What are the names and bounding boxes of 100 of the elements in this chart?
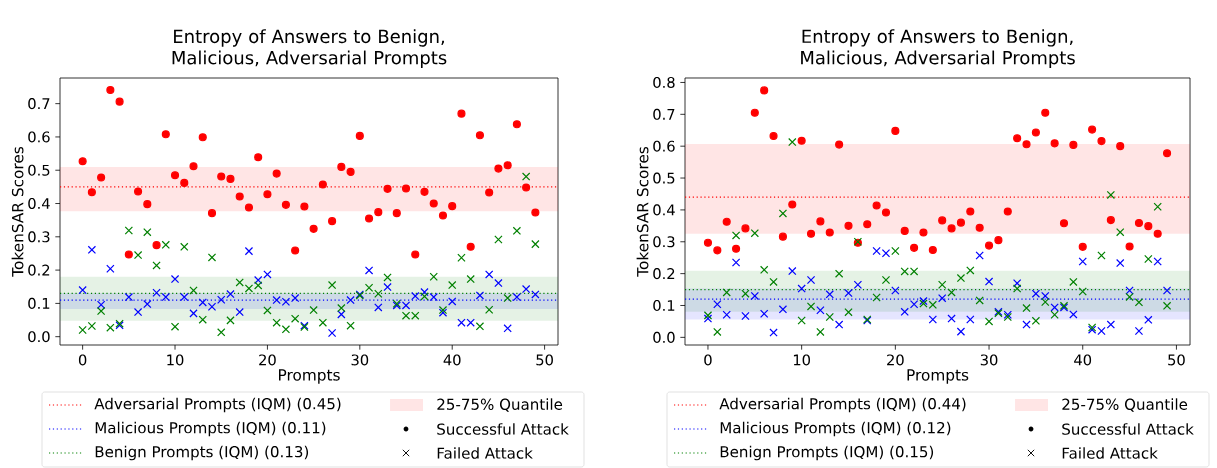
y-axis-title: TokenSAR Scores: [636, 146, 649, 277]
point: [984, 241, 994, 250]
point: [217, 295, 226, 304]
point: [806, 229, 816, 238]
point: [494, 235, 503, 244]
point: [1144, 254, 1153, 264]
point: [438, 211, 448, 220]
point: [806, 302, 816, 311]
y-tick-label: 0.0: [28, 331, 50, 343]
y-tick-label: 0.2: [28, 264, 50, 276]
point: [78, 325, 87, 335]
point: [374, 289, 383, 298]
point: [512, 292, 522, 302]
y-tick-label: 0.3: [28, 231, 50, 243]
point: [900, 226, 909, 235]
point: [825, 228, 834, 237]
point: [337, 303, 346, 313]
point: [226, 289, 235, 299]
point: [788, 200, 797, 209]
point: [364, 266, 374, 275]
point: [309, 224, 318, 233]
x-tick-label: 30: [351, 354, 369, 366]
point: [834, 320, 844, 329]
y-tick-label: 0.2: [653, 268, 675, 280]
point: [87, 188, 96, 197]
point: [872, 201, 881, 210]
point: [346, 295, 355, 305]
point: [180, 242, 189, 251]
point: [1162, 301, 1172, 310]
point: [512, 226, 522, 235]
point: [910, 243, 919, 252]
point: [891, 286, 900, 295]
point: [1088, 125, 1097, 134]
legend-label: 25-75% Quantile: [1062, 398, 1188, 412]
point: [1012, 284, 1022, 293]
point: [364, 283, 374, 292]
point: [816, 306, 825, 315]
point: [722, 217, 731, 226]
point: [1125, 242, 1134, 251]
point: [1153, 257, 1162, 266]
point: [318, 180, 327, 189]
point: [750, 228, 759, 238]
point: [327, 328, 337, 338]
point: [531, 208, 540, 217]
point: [198, 315, 207, 324]
point: [1134, 326, 1144, 336]
point: [1012, 279, 1022, 288]
chart-title: Entropy of Answers to Benign, Malicious, Adversarial Prompts: [801, 29, 1075, 68]
point: [374, 303, 383, 312]
point: [722, 310, 731, 319]
point: [143, 227, 152, 237]
point: [788, 266, 797, 276]
point: [741, 289, 750, 298]
point: [161, 292, 170, 302]
point: [87, 245, 97, 254]
point: [835, 140, 844, 149]
point: [217, 172, 226, 181]
point: [531, 239, 540, 249]
point: [1041, 108, 1050, 117]
point: [337, 310, 346, 319]
point: [956, 273, 966, 283]
point: [106, 264, 115, 273]
point: [994, 236, 1003, 245]
y-tick-label: 0.1: [653, 299, 675, 312]
point: [124, 292, 134, 302]
point: [300, 202, 309, 211]
point: [134, 187, 143, 196]
point: [309, 305, 318, 315]
point: [521, 284, 531, 294]
point: [170, 322, 180, 331]
x-tick-label: 20: [887, 354, 904, 366]
point: [152, 261, 161, 270]
point: [722, 288, 731, 297]
y-tick-label: 0.4: [653, 204, 675, 216]
point: [947, 314, 956, 323]
point: [328, 217, 337, 226]
point: [938, 293, 947, 303]
point: [863, 220, 872, 229]
point: [503, 161, 512, 170]
point: [984, 277, 994, 286]
point: [938, 216, 947, 225]
point: [161, 130, 170, 139]
point: [1022, 140, 1031, 149]
point: [106, 85, 115, 95]
x-tick-label: 20: [259, 354, 276, 366]
point: [825, 312, 834, 322]
point: [521, 172, 531, 181]
point: [485, 188, 494, 197]
point: [475, 131, 484, 140]
point: [355, 131, 364, 141]
point: [731, 231, 741, 240]
y-tick-label: 0.7: [653, 108, 675, 120]
point: [78, 285, 87, 295]
point: [189, 309, 198, 318]
point: [713, 327, 722, 337]
point: [207, 253, 217, 262]
point: [1031, 128, 1040, 137]
point: [207, 209, 217, 218]
point: [1153, 202, 1162, 211]
point: [475, 291, 485, 300]
